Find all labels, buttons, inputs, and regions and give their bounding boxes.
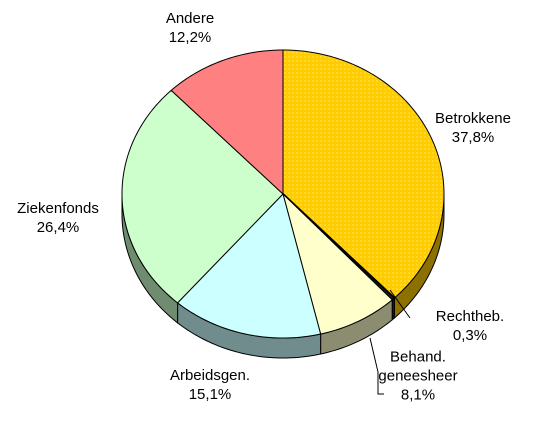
category-name: Rechtheb. xyxy=(435,308,505,325)
value-label: 12,2% xyxy=(168,29,212,46)
value-label: 0,3% xyxy=(452,327,488,344)
category-name: Andere xyxy=(165,10,215,27)
slice-label: Betrokkene 37,8% xyxy=(435,109,511,147)
slice-label: Andere 12,2% xyxy=(166,9,214,47)
leader-line xyxy=(369,337,384,395)
pie-tops xyxy=(121,49,445,339)
category-name: Betrokkene xyxy=(435,110,511,127)
slice-label: Rechtheb. 0,3% xyxy=(436,307,504,345)
slice-label: Behand. geneesheer 8,1% xyxy=(378,348,457,405)
value-label: 26,4% xyxy=(36,219,80,236)
slice xyxy=(282,49,445,299)
leader-line xyxy=(389,289,411,319)
value-label: 8,1% xyxy=(400,386,436,404)
slice xyxy=(170,49,284,196)
category-name: Behand. geneesheer xyxy=(378,348,458,385)
slice-label: Arbeidsgen. 15,1% xyxy=(170,366,250,404)
slice xyxy=(282,192,393,335)
category-name: Arbeidsgen. xyxy=(169,367,251,384)
category-name: Ziekenfonds xyxy=(17,200,99,217)
slice-label: Ziekenfonds 26,4% xyxy=(17,199,99,237)
slice xyxy=(121,89,284,304)
value-label: 37,8% xyxy=(451,129,495,146)
slice xyxy=(176,193,322,339)
value-label: 15,1% xyxy=(188,386,232,403)
